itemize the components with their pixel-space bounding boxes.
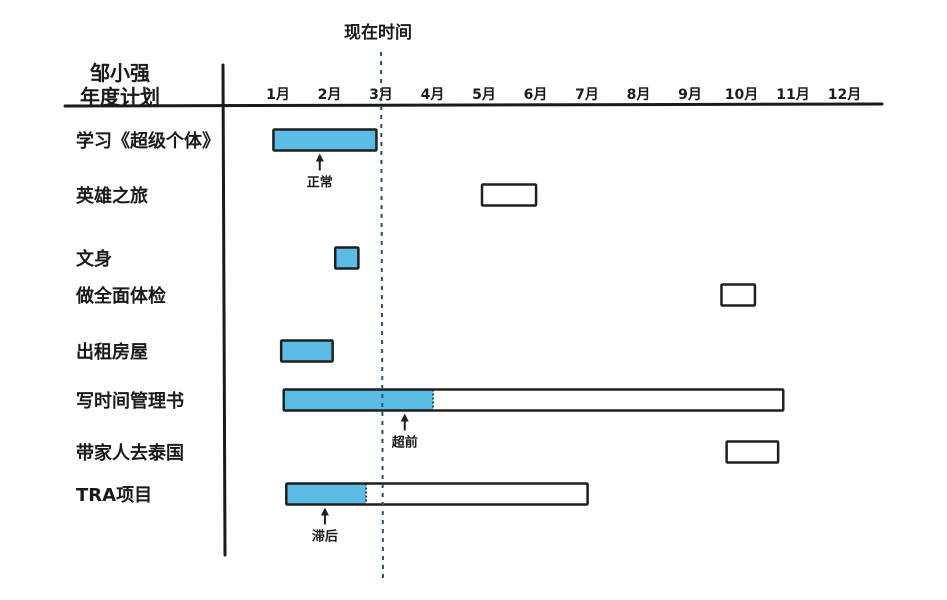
task-label-6: 写时间管理书 — [76, 390, 184, 412]
note-label-8: 滞后 — [312, 529, 338, 545]
vertical-axis-line — [221, 63, 227, 557]
horizontal-axis-line — [63, 102, 884, 108]
task-bar-7 — [725, 440, 780, 464]
task-label-3: 文身 — [76, 248, 112, 270]
now-dotted-line — [380, 51, 384, 579]
task-progress-bar-1 — [273, 129, 377, 151]
month-label-6: 6月 — [524, 87, 548, 103]
task-label-1: 学习《超级个体》 — [76, 130, 220, 152]
month-label-7: 7月 — [575, 87, 599, 103]
note-arrow-head-1 — [315, 153, 324, 162]
task-bar-2 — [480, 183, 538, 207]
month-label-10: 10月 — [725, 87, 758, 103]
task-label-5: 出租房屋 — [76, 341, 148, 363]
month-label-3: 3月 — [369, 87, 393, 103]
task-label-7: 带家人去泰国 — [76, 442, 184, 464]
task-label-2: 英雄之旅 — [75, 185, 148, 207]
task-bar-1 — [272, 128, 378, 152]
task-bar-4 — [720, 283, 757, 307]
month-label-12: 12月 — [828, 87, 861, 103]
task-progress-bar-6 — [283, 389, 434, 411]
month-label-11: 11月 — [776, 87, 809, 103]
month-label-8: 8月 — [627, 87, 651, 103]
task-progress-bar-5 — [281, 340, 333, 362]
task-progress-bar-3 — [335, 247, 359, 269]
task-bar-6 — [282, 388, 785, 412]
task-bar-5 — [279, 339, 334, 363]
note-arrow-head-6 — [400, 413, 409, 422]
task-progress-bar-8 — [286, 483, 367, 505]
note-arrow-head-8 — [320, 507, 329, 516]
task-label-8: TRA项目 — [76, 485, 152, 506]
month-label-2: 2月 — [318, 87, 342, 103]
month-label-1: 1月 — [266, 87, 290, 103]
note-label-6: 超前 — [392, 435, 418, 451]
task-bar-3 — [333, 246, 360, 270]
header-name: 邹小强 — [89, 61, 150, 85]
task-bar-8 — [285, 482, 589, 506]
month-label-4: 4月 — [421, 87, 445, 103]
note-label-1: 正常 — [307, 175, 333, 191]
month-label-5: 5月 — [472, 87, 496, 103]
task-label-4: 做全面体检 — [75, 285, 166, 307]
now-label: 现在时间 — [344, 22, 412, 43]
month-label-9: 9月 — [678, 87, 702, 103]
